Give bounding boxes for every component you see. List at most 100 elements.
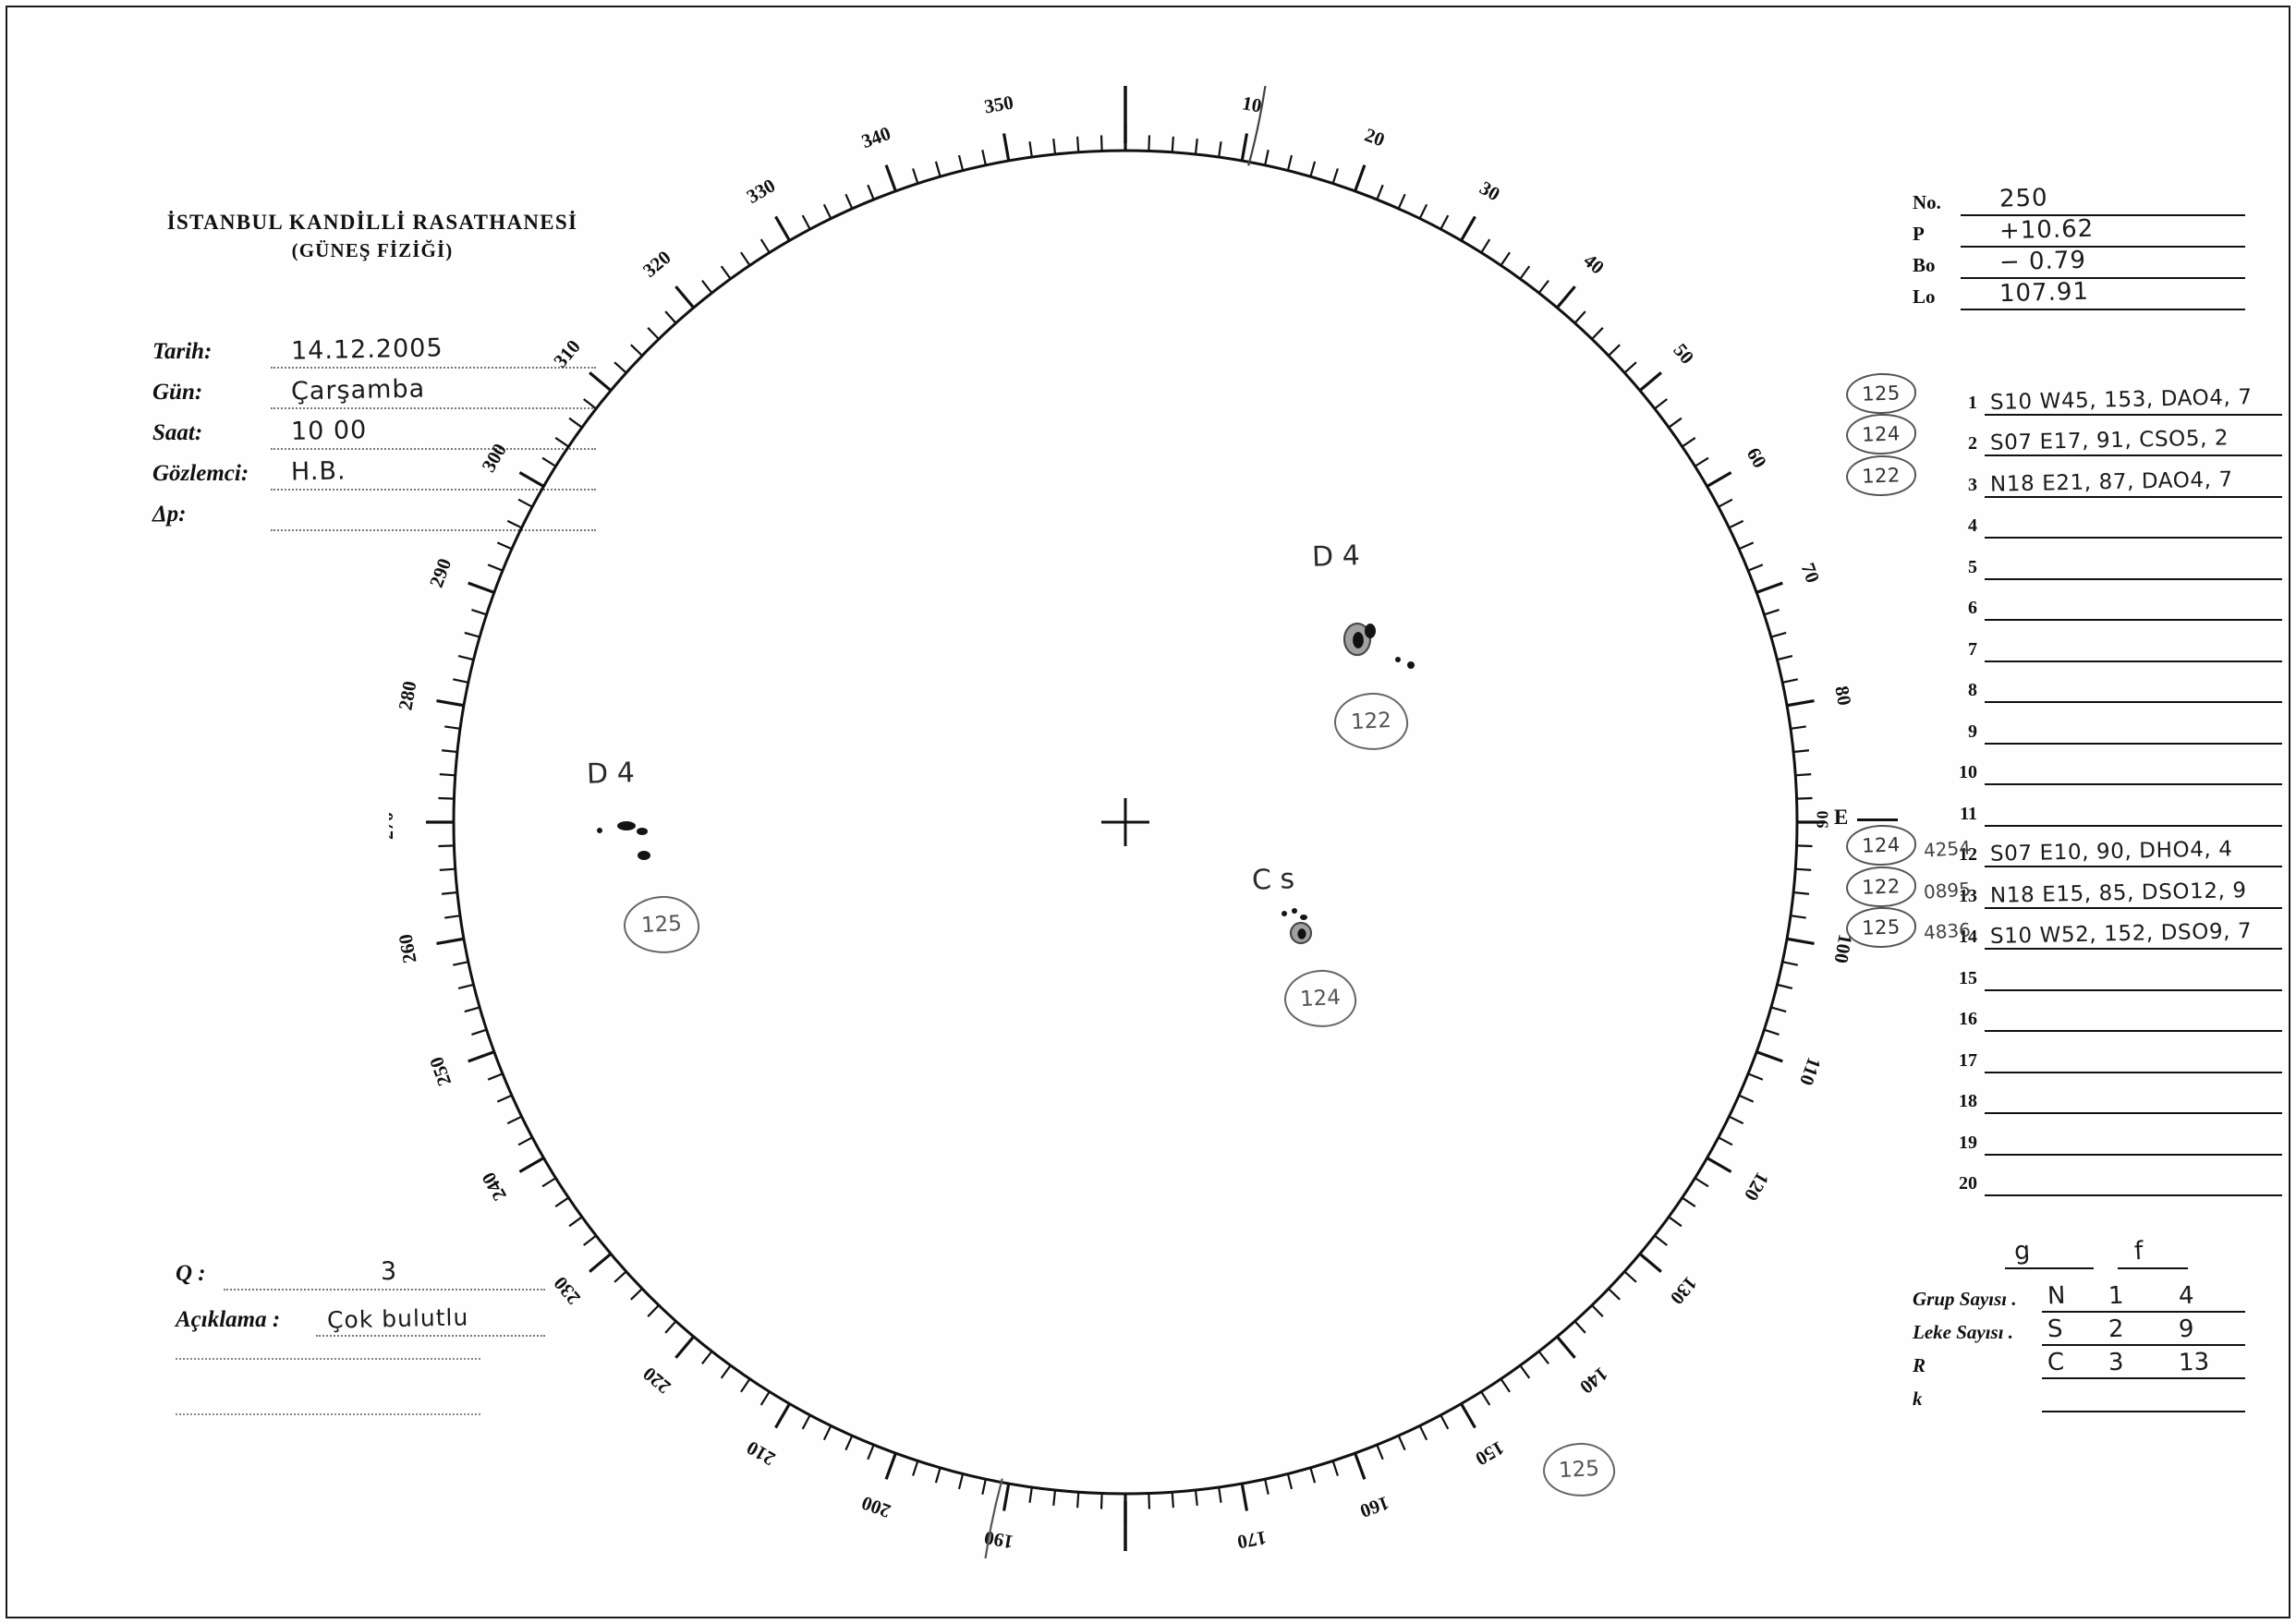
coeff-p[interactable]: P +10.62 [1913,215,2245,248]
east-degree-value: 90 [1813,809,1832,829]
group-row-line-5[interactable] [1985,547,2282,580]
group-row-line-16[interactable] [1985,999,2282,1032]
summary-header-g-rule [2005,1267,2094,1269]
group-row-14[interactable]: 125 4836 14 S10 W52, 152, DSO9, 7 [1845,905,2282,950]
coeff-bo[interactable]: Bo − 0.79 [1913,247,2245,279]
summary-row-k[interactable]: k [1913,1379,2245,1412]
group-row-5[interactable]: 5 [1848,539,2282,580]
major-tick-330 [774,215,791,242]
group-row-3[interactable]: 122 3 N18 E21, 87, DAO4, 7 [1845,454,2282,498]
minor-tick-338 [867,184,875,200]
spot-se-t2 [1292,908,1297,914]
coeff-lo-line[interactable]: 107.91 [1961,278,2245,310]
west-degree-value: 270 [389,812,397,840]
degree-label-350: 350 [982,91,1014,117]
solar-disk-diagram: 10 20 30 40 50 60 70 80 100 110 120 130 140 150 160 170… [389,86,1862,1558]
group-row-13[interactable]: 122 0895 13 N18 E15, 85, DSO12, 9 [1845,865,2282,909]
group-row-line-12[interactable]: S07 E10, 90, DHO4, 4 [1985,834,2282,867]
group-row-line-4[interactable] [1985,505,2282,539]
field-tarih-line[interactable]: 14.12.2005 [271,333,596,369]
field-q[interactable]: Q : 3 [176,1250,545,1291]
group-row-9[interactable]: 9 [1848,703,2282,745]
summary-header-f: f [2133,1236,2144,1266]
coeff-bo-line[interactable]: − 0.79 [1961,247,2245,279]
group-row-line-13[interactable]: N18 E15, 85, DSO12, 9 [1985,876,2282,909]
degree-label-300: 300 [477,440,511,476]
group-row-17[interactable]: 17 [1848,1032,2282,1073]
coeff-lo[interactable]: Lo 107.91 [1913,278,2245,310]
field-q-line[interactable]: 3 [224,1255,545,1291]
remarks-extra-line-1[interactable] [176,1358,480,1360]
group-row-line-3[interactable]: N18 E21, 87, DAO4, 7 [1985,465,2282,498]
field-gozlemci[interactable]: Gözlemci: H.B. [152,450,596,491]
degree-label-210: 210 [743,1436,779,1471]
coeff-p-line[interactable]: +10.62 [1961,215,2245,248]
group-row-line-15[interactable] [1985,958,2282,991]
group-row-line-19[interactable] [1985,1122,2282,1156]
group-row-line-20[interactable] [1985,1163,2282,1196]
group-row-line-6[interactable] [1985,588,2282,621]
summary-row-leke-sayisi[interactable]: Leke Sayısı . S 2 9 [1913,1313,2245,1346]
group-row-8[interactable]: 8 [1848,662,2282,703]
remarks-extra-line-2[interactable] [176,1413,480,1415]
field-saat-line[interactable]: 10 00 [271,415,596,450]
group-row-16[interactable]: 16 [1848,991,2282,1032]
group-row-line-2[interactable]: S07 E17, 91, CSO5, 2 [1985,423,2282,456]
field-gozlemci-line[interactable]: H.B. [271,455,596,491]
group-row-line-10[interactable] [1985,752,2282,785]
spot-se-t1 [1282,911,1287,916]
group-row-7[interactable]: 7 [1848,621,2282,662]
summary-r-line[interactable]: C 3 13 [2042,1348,2245,1379]
group-row-4[interactable]: 4 [1848,498,2282,539]
field-tarih[interactable]: Tarih: 14.12.2005 [152,328,596,369]
group-row-10[interactable]: 10 [1848,745,2282,785]
minor-tick-164 [1309,1467,1317,1484]
field-gun-line[interactable]: Çarşamba [271,374,596,409]
group-row-index-1: 1 [1968,392,1977,413]
summary-grup-sayisi-line[interactable]: N 1 4 [2042,1282,2245,1313]
group-row-15[interactable]: 15 [1848,950,2282,991]
field-saat[interactable]: Saat: 10 00 [152,409,596,450]
minor-tick-198 [912,1460,919,1476]
group-row-index-17: 17 [1959,1049,1977,1071]
group-row-12[interactable]: 124 4254 12 S07 E10, 90, DHO4, 4 [1845,823,2282,867]
group-row-6[interactable]: 6 [1848,580,2282,621]
minor-tick-316 [647,327,660,340]
summary-k-line[interactable] [2042,1383,2245,1412]
field-delta-p[interactable]: Δp: [152,491,596,531]
field-aciklama-line[interactable]: Çok bulutlu [316,1302,545,1337]
minor-tick-14 [1286,154,1294,171]
group-row-line-9[interactable] [1985,711,2282,745]
group-row-line-18[interactable] [1985,1081,2282,1114]
group-row-1[interactable]: 125 1 S10 W45, 153, DAO4, 7 [1845,371,2282,416]
summary-row-grup-sayisi[interactable]: Grup Sayısı . N 1 4 [1913,1279,2245,1313]
quality-field-block: Q : 3 [176,1250,545,1291]
minor-tick-34 [1500,251,1511,266]
group-row-line-11[interactable] [1985,794,2282,827]
field-gun[interactable]: Gün: Çarşamba [152,369,596,409]
group-row-11[interactable]: 11 [1848,785,2282,827]
major-tick-280 [436,698,465,708]
minor-tick-116 [1728,1115,1744,1125]
field-aciklama[interactable]: Açıklama : Çok bulutlu [176,1296,545,1337]
group-row-line-7[interactable] [1985,629,2282,662]
group-row-line-8[interactable] [1985,670,2282,703]
group-row-line-14[interactable]: S10 W52, 152, DSO9, 7 [1985,916,2282,950]
group-row-line-17[interactable] [1985,1040,2282,1073]
minor-tick-332 [801,214,811,230]
group-row-index-20: 20 [1959,1173,1977,1194]
summary-leke-sayisi-line[interactable]: S 2 9 [2042,1315,2245,1346]
coeff-no[interactable]: No. 250 [1913,184,2245,216]
group-row-line-1[interactable]: S10 W45, 153, DAO4, 7 [1985,382,2282,416]
group-row-18[interactable]: 18 [1848,1073,2282,1114]
group-row-2[interactable]: 124 2 S07 E17, 91, CSO5, 2 [1845,412,2282,456]
group-row-20[interactable]: 20 [1848,1156,2282,1196]
minor-tick-38 [1537,280,1549,294]
summary-row-r[interactable]: R C 3 13 [1913,1346,2245,1379]
minor-tick-192 [981,1478,987,1495]
field-delta-p-line[interactable] [271,496,596,531]
group-row-19[interactable]: 19 [1848,1114,2282,1156]
minor-tick-358 [1099,135,1103,151]
minor-tick-328 [759,238,771,254]
coeff-no-line[interactable]: 250 [1961,184,2245,216]
